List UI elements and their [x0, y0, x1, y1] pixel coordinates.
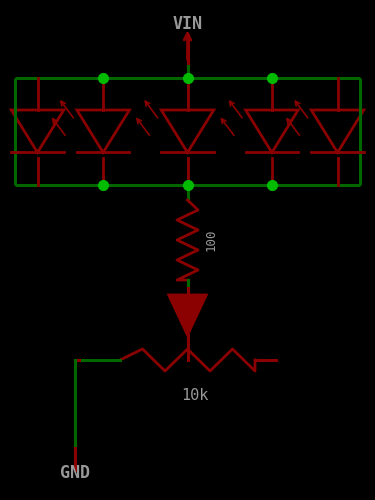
Polygon shape	[169, 295, 206, 335]
Text: 10k: 10k	[182, 388, 209, 402]
Text: VIN: VIN	[172, 15, 202, 33]
Text: GND: GND	[60, 464, 90, 482]
Text: 100: 100	[204, 229, 218, 251]
